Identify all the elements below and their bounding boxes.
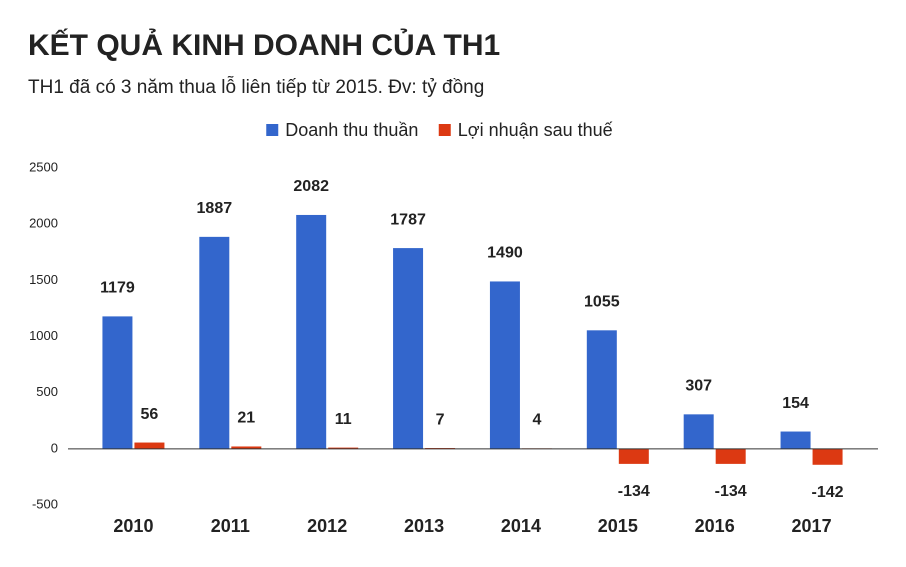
x-tick-label: 2016 [695, 516, 735, 536]
bar [296, 214, 327, 449]
x-tick-label: 2014 [501, 516, 541, 536]
y-tick-label: 1500 [29, 272, 58, 287]
y-tick-label: 0 [51, 440, 58, 455]
bar [618, 448, 649, 464]
value-label: 1179 [100, 280, 135, 297]
value-label: 1490 [487, 245, 523, 262]
x-tick-label: 2012 [307, 516, 347, 536]
bar [393, 248, 424, 449]
value-label: 154 [782, 395, 809, 412]
y-tick-label: 2000 [29, 216, 58, 231]
x-tick-label: 2013 [404, 516, 444, 536]
chart-title: KẾT QUẢ KINH DOANH CỦA TH1 [28, 28, 500, 62]
value-label: 1887 [197, 200, 233, 217]
bar [780, 431, 811, 449]
y-tick-label: 1000 [29, 328, 58, 343]
value-label: 1787 [390, 211, 426, 228]
chart-subtitle: TH1 đã có 3 năm thua lỗ liên tiếp từ 201… [28, 76, 484, 98]
value-label: 7 [436, 411, 445, 428]
y-tick-label: 2500 [29, 159, 58, 174]
value-label: 11 [335, 411, 352, 428]
bar [715, 448, 746, 464]
bar [683, 414, 714, 449]
bar [102, 316, 133, 449]
value-label: 56 [141, 406, 159, 423]
value-label: -134 [715, 483, 747, 500]
bar [328, 447, 359, 449]
x-tick-label: 2017 [792, 516, 832, 536]
value-label: -134 [618, 483, 650, 500]
bar [134, 442, 165, 449]
x-tick-label: 2015 [598, 516, 638, 536]
bar [489, 281, 520, 449]
bar [812, 448, 843, 465]
bar [586, 330, 617, 449]
legend-swatch [438, 124, 451, 136]
x-tick-label: 2011 [211, 516, 250, 536]
legend-label: Lợi nhuận sau thuế [458, 120, 613, 140]
value-label: 4 [532, 412, 541, 429]
value-label: 1055 [584, 294, 620, 311]
value-label: -142 [812, 484, 844, 501]
legend-label: Doanh thu thuần [285, 120, 418, 140]
value-label: 21 [237, 410, 255, 427]
bar [199, 236, 230, 449]
value-label: 307 [685, 378, 712, 395]
value-label: 2082 [293, 178, 329, 195]
y-tick-label: -500 [32, 496, 58, 511]
bar [231, 446, 262, 449]
y-tick-label: 500 [36, 384, 58, 399]
legend-swatch [266, 124, 279, 136]
x-tick-label: 2010 [113, 516, 153, 536]
